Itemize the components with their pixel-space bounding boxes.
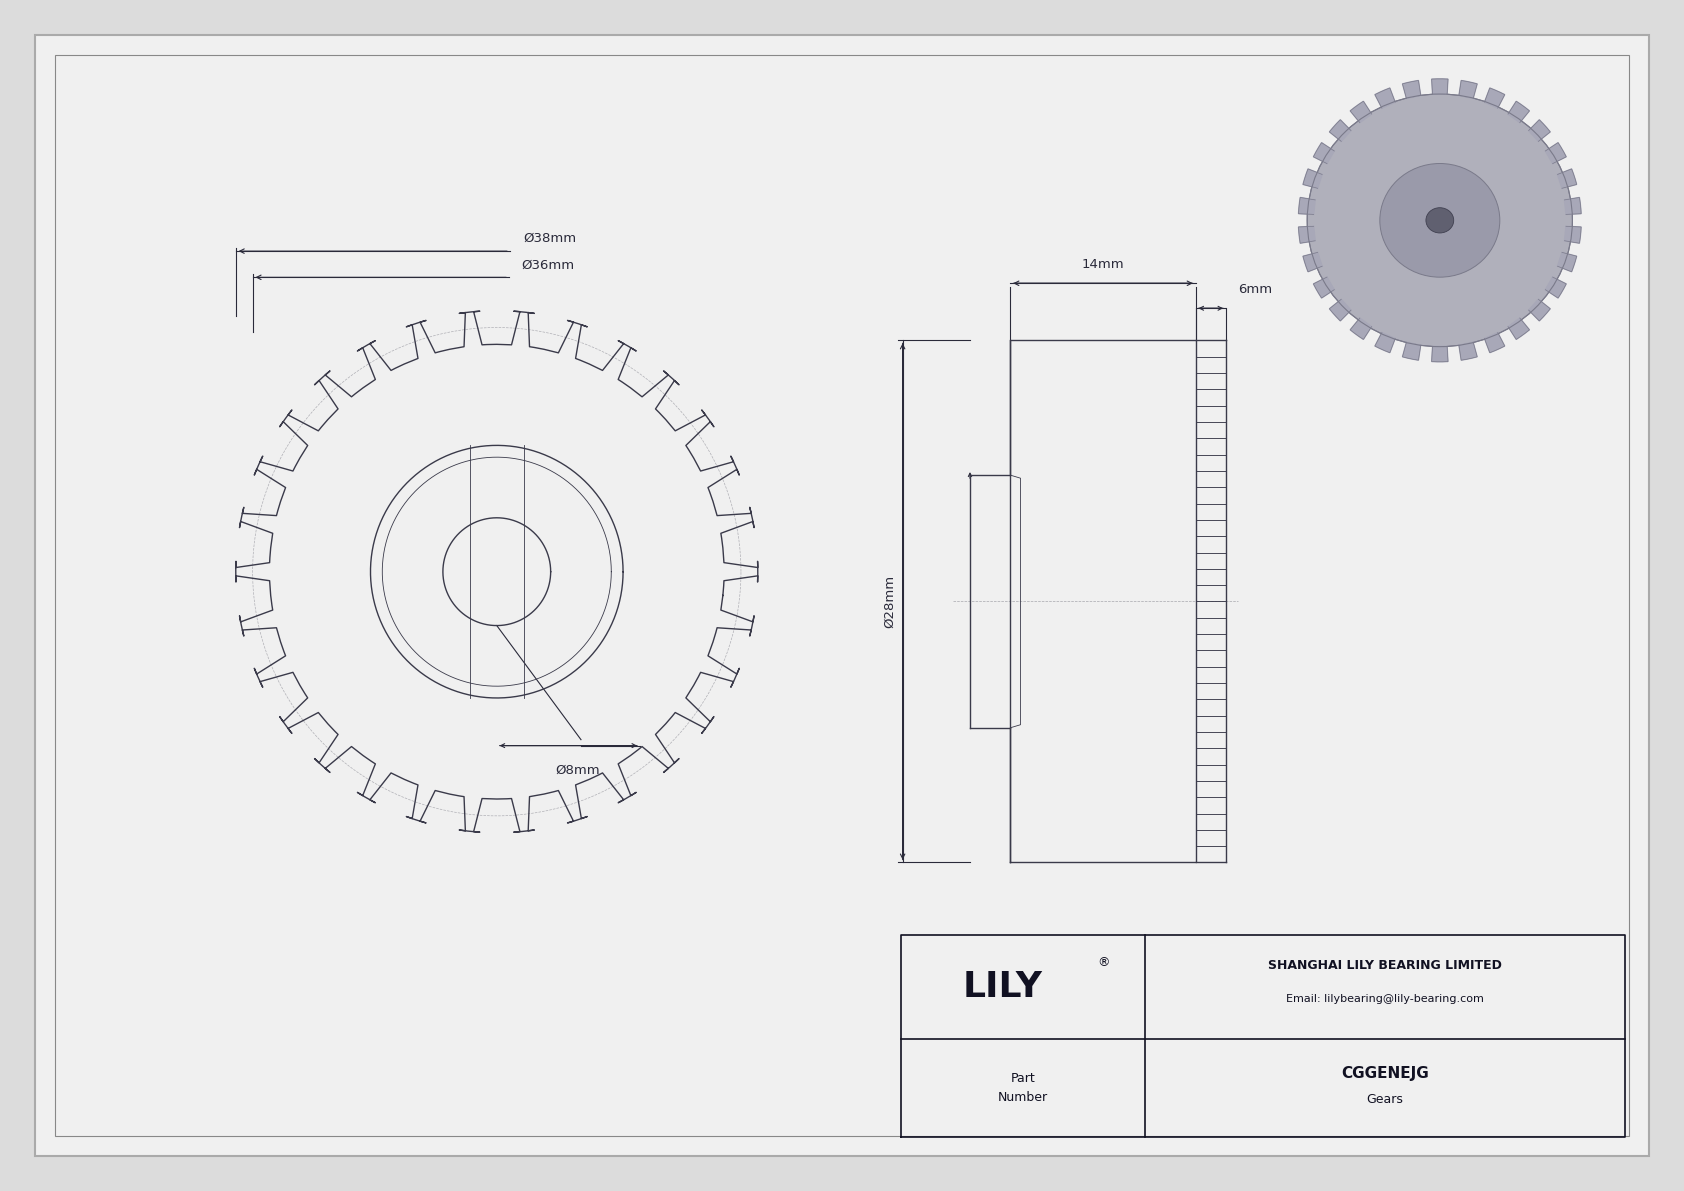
Ellipse shape: [1426, 207, 1453, 233]
Text: ®: ®: [1098, 956, 1110, 969]
Polygon shape: [1303, 169, 1322, 188]
Polygon shape: [1564, 198, 1581, 214]
Polygon shape: [1303, 252, 1322, 272]
Text: CGGENEJG: CGGENEJG: [1340, 1066, 1430, 1081]
Polygon shape: [1546, 278, 1566, 298]
Polygon shape: [1374, 332, 1394, 353]
Polygon shape: [1298, 198, 1315, 214]
Polygon shape: [1458, 342, 1477, 360]
Polygon shape: [1431, 79, 1448, 94]
Polygon shape: [1329, 120, 1351, 142]
Polygon shape: [1458, 81, 1477, 99]
Text: Email: lilybearing@lily-bearing.com: Email: lilybearing@lily-bearing.com: [1287, 993, 1484, 1004]
Text: Ø8mm: Ø8mm: [556, 763, 600, 777]
Polygon shape: [1558, 252, 1576, 272]
Polygon shape: [1403, 81, 1421, 99]
Polygon shape: [1509, 101, 1529, 123]
Polygon shape: [1558, 169, 1576, 188]
Text: 6mm: 6mm: [1238, 283, 1271, 297]
Polygon shape: [1529, 120, 1551, 142]
Polygon shape: [1298, 226, 1315, 243]
Text: SHANGHAI LILY BEARING LIMITED: SHANGHAI LILY BEARING LIMITED: [1268, 959, 1502, 972]
Polygon shape: [1485, 332, 1505, 353]
Polygon shape: [1564, 226, 1581, 243]
Polygon shape: [1529, 299, 1551, 320]
Polygon shape: [1351, 101, 1371, 123]
Polygon shape: [1329, 299, 1351, 320]
Polygon shape: [1314, 278, 1334, 298]
Polygon shape: [1403, 342, 1421, 360]
Polygon shape: [1351, 318, 1371, 339]
Polygon shape: [1485, 88, 1505, 108]
Text: Ø36mm: Ø36mm: [522, 258, 574, 272]
Text: Ø38mm: Ø38mm: [522, 232, 576, 245]
Ellipse shape: [1379, 163, 1500, 278]
Ellipse shape: [1307, 94, 1573, 347]
Polygon shape: [1431, 347, 1448, 362]
Polygon shape: [1546, 143, 1566, 163]
Text: Ø28mm: Ø28mm: [882, 575, 896, 628]
Polygon shape: [1374, 88, 1394, 108]
Text: 14mm: 14mm: [1081, 258, 1125, 272]
Polygon shape: [1314, 143, 1334, 163]
Polygon shape: [1509, 318, 1529, 339]
Text: LILY: LILY: [963, 969, 1042, 1004]
Text: Part
Number: Part Number: [999, 1072, 1047, 1104]
Text: Gears: Gears: [1367, 1093, 1403, 1106]
